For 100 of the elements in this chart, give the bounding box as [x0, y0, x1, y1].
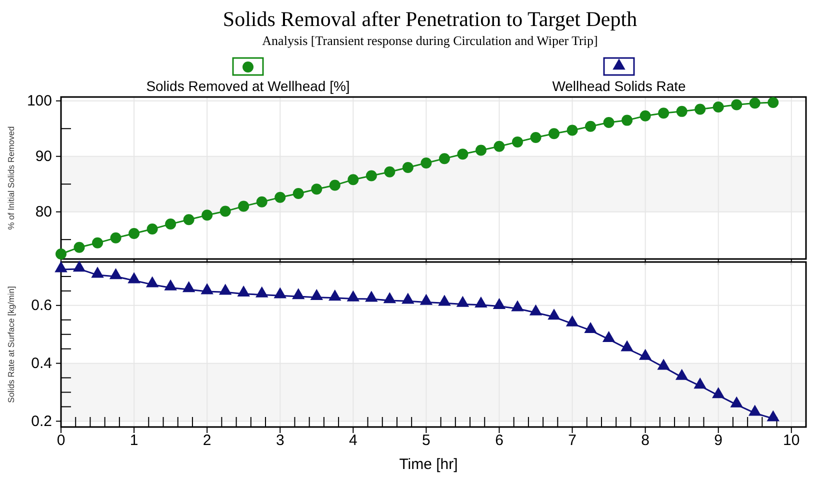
point	[183, 214, 194, 226]
point	[164, 279, 177, 290]
point	[256, 196, 268, 208]
point	[218, 284, 232, 295]
point	[110, 232, 122, 244]
point	[310, 288, 323, 300]
point	[731, 99, 742, 110]
point	[511, 300, 524, 312]
y-tick-label: 90	[35, 148, 52, 166]
point	[494, 140, 505, 152]
point	[768, 97, 779, 108]
point	[74, 242, 85, 253]
point	[603, 117, 614, 128]
legend-label: Solids Removed at Wellhead [%]	[146, 78, 350, 94]
point	[238, 200, 250, 212]
point	[456, 296, 470, 307]
point	[566, 124, 578, 136]
point	[749, 98, 760, 109]
point	[438, 153, 450, 164]
point	[292, 288, 305, 300]
point	[638, 348, 652, 360]
point	[548, 128, 560, 140]
point	[292, 188, 304, 200]
point	[329, 180, 340, 191]
point	[602, 330, 616, 342]
x-axis-title: Time [hr]	[399, 456, 458, 473]
point	[512, 136, 523, 148]
point	[54, 261, 68, 272]
point	[346, 290, 360, 302]
point	[766, 410, 780, 422]
x-tick-label: 7	[568, 432, 576, 449]
point	[694, 378, 706, 389]
point	[402, 162, 414, 173]
x-tick-label: 3	[276, 432, 284, 449]
point	[165, 218, 176, 230]
point	[72, 260, 86, 272]
y-tick-label: 0.4	[31, 355, 52, 372]
y-tick-label: 100	[26, 92, 52, 110]
point	[311, 184, 322, 195]
point	[256, 286, 268, 298]
point	[109, 268, 122, 280]
point	[274, 192, 286, 203]
point	[384, 166, 396, 178]
point	[56, 248, 66, 260]
point	[420, 158, 432, 169]
point	[530, 132, 542, 143]
point	[584, 322, 597, 333]
point	[420, 294, 433, 305]
legend-label: Wellhead Solids Rate	[552, 78, 686, 94]
point	[620, 340, 634, 352]
y-axis-title: Solids Rate at Surface [kg/min]	[6, 286, 16, 403]
point	[474, 296, 488, 308]
point	[457, 148, 468, 160]
point	[585, 120, 596, 132]
point	[730, 396, 743, 408]
point	[92, 237, 104, 248]
point	[365, 290, 378, 302]
point	[202, 210, 213, 221]
x-tick-label: 5	[422, 432, 430, 449]
point	[622, 114, 633, 126]
point	[475, 144, 486, 156]
point	[237, 286, 250, 297]
point	[748, 404, 762, 416]
point	[146, 224, 158, 235]
point	[328, 290, 342, 301]
x-tick-label: 6	[495, 432, 504, 449]
x-tick-label: 9	[714, 432, 723, 449]
point	[200, 283, 214, 294]
x-tick-label: 8	[641, 432, 650, 449]
point	[566, 315, 579, 326]
point	[640, 110, 651, 122]
point	[274, 287, 286, 298]
point	[694, 104, 706, 115]
point	[548, 308, 560, 320]
point	[492, 298, 506, 309]
point	[712, 387, 725, 398]
point	[712, 101, 724, 112]
point	[675, 368, 688, 380]
point	[182, 281, 196, 292]
point	[348, 174, 359, 186]
x-tick-label: 2	[202, 432, 212, 449]
point	[220, 206, 231, 217]
y-tick-label: 80	[35, 204, 52, 221]
point	[146, 276, 159, 288]
point	[438, 294, 451, 306]
point	[676, 106, 688, 117]
x-tick-label: 10	[783, 432, 800, 449]
x-tick-label: 1	[130, 432, 138, 449]
y-tick-label: 0.2	[31, 413, 52, 430]
chart-title: Solids Removal after Penetration to Target Depth	[222, 7, 638, 31]
point	[128, 228, 140, 239]
point	[529, 304, 542, 316]
point	[657, 358, 670, 370]
x-tick-label: 0	[56, 432, 66, 449]
point	[658, 108, 670, 119]
point	[402, 292, 414, 304]
point	[366, 170, 377, 182]
chart-subtitle: Analysis [Transient response during Circulation and Wiper Trip]	[262, 33, 598, 48]
y-tick-label: 0.6	[31, 297, 52, 314]
y-axis-title: % of Initial Solids Removed	[6, 126, 16, 230]
